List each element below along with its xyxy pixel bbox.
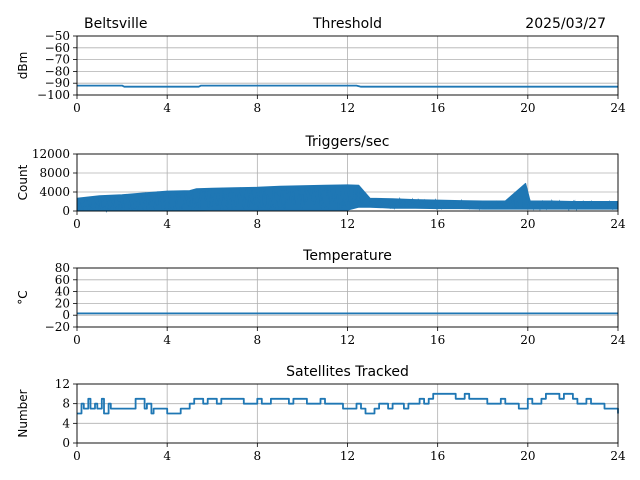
triggers-ytick-label: 12000 bbox=[32, 147, 70, 161]
satellites-xtick-label: 8 bbox=[254, 449, 262, 463]
triggers-ytick-label: 0 bbox=[62, 204, 70, 218]
temperature-xtick-label: 12 bbox=[340, 333, 355, 347]
temperature-xtick-label: 0 bbox=[73, 333, 81, 347]
satellites-xtick-label: 16 bbox=[430, 449, 445, 463]
threshold-xtick-label: 0 bbox=[73, 101, 81, 115]
temperature-ytick-label: −20 bbox=[45, 320, 70, 334]
threshold-ytick-label: −70 bbox=[45, 53, 70, 67]
triggers-xtick-label: 24 bbox=[610, 217, 626, 231]
temperature-ytick-label: 60 bbox=[55, 273, 70, 287]
threshold-xtick-label: 12 bbox=[340, 101, 355, 115]
triggers-xtick-label: 12 bbox=[340, 217, 355, 231]
threshold-xtick-label: 24 bbox=[610, 101, 626, 115]
temperature-xtick-label: 4 bbox=[163, 333, 171, 347]
triggers-xtick-label: 0 bbox=[73, 217, 81, 231]
temperature-ytick-label: 80 bbox=[55, 261, 70, 275]
temperature-title: Temperature bbox=[302, 248, 392, 264]
threshold-xtick-label: 20 bbox=[520, 101, 535, 115]
satellites-title: Satellites Tracked bbox=[286, 364, 409, 380]
threshold-ytick-label: −90 bbox=[45, 76, 70, 90]
threshold-title: Threshold bbox=[312, 16, 382, 32]
threshold-ytick-label: −80 bbox=[45, 64, 70, 78]
triggers-series-line bbox=[76, 185, 619, 214]
temperature-ylabel: °C bbox=[16, 290, 30, 304]
temperature-xtick-label: 20 bbox=[520, 333, 535, 347]
temperature-xtick-label: 16 bbox=[430, 333, 445, 347]
satellites-ytick-label: 0 bbox=[62, 436, 70, 450]
satellites-panel: 0 4 8 12 16 20 24 0 4 8 12 Satellites Tracked Number bbox=[16, 364, 626, 463]
triggers-xtick-label: 8 bbox=[254, 217, 262, 231]
temperature-xtick-label: 8 bbox=[254, 333, 262, 347]
threshold-panel: 0 4 8 12 16 20 24 −100−90−80−70−60−50 Threshold d… bbox=[16, 16, 626, 115]
satellites-series-line bbox=[77, 392, 619, 415]
threshold-xtick-label: 4 bbox=[163, 101, 171, 115]
satellites-xtick-label: 0 bbox=[73, 449, 81, 463]
satellites-ytick-label: 12 bbox=[55, 377, 70, 391]
temperature-xtick-label: 24 bbox=[610, 333, 626, 347]
triggers-ytick-label: 8000 bbox=[39, 166, 70, 180]
location-label: Beltsville bbox=[84, 16, 147, 32]
triggers-panel: 0 4 8 12 16 20 24 0 4000 8000 12000 Triggers/sec Cou… bbox=[16, 134, 626, 231]
triggers-xtick-label: 16 bbox=[430, 217, 445, 231]
triggers-title: Triggers/sec bbox=[305, 134, 390, 150]
satellites-xtick-label: 4 bbox=[163, 449, 171, 463]
threshold-series-line bbox=[77, 84, 618, 88]
threshold-ylabel: dBm bbox=[16, 52, 30, 80]
satellites-xtick-label: 20 bbox=[520, 449, 535, 463]
triggers-xtick-label: 20 bbox=[520, 217, 535, 231]
triggers-ytick-label: 4000 bbox=[39, 185, 70, 199]
threshold-xtick-label: 8 bbox=[254, 101, 262, 115]
satellites-ytick-label: 4 bbox=[62, 416, 70, 430]
threshold-ytick-label: −100 bbox=[37, 88, 70, 102]
threshold-xtick-label: 16 bbox=[430, 101, 445, 115]
temperature-ytick-label: 20 bbox=[55, 296, 70, 310]
satellites-ytick-label: 8 bbox=[62, 397, 70, 411]
threshold-ytick-label: −60 bbox=[45, 41, 70, 55]
charts-container: 0 4 8 12 16 20 24 −100−90−80−70−60−50 Threshold d… bbox=[16, 16, 626, 463]
triggers-ylabel: Count bbox=[16, 164, 30, 200]
temperature-ytick-label: 40 bbox=[55, 285, 70, 299]
satellites-ylabel: Number bbox=[16, 389, 30, 437]
satellites-xtick-label: 24 bbox=[610, 449, 626, 463]
date-label: 2025/03/27 bbox=[525, 16, 606, 32]
triggers-xtick-label: 4 bbox=[163, 217, 171, 231]
satellites-xtick-label: 12 bbox=[340, 449, 355, 463]
temperature-ytick-label: 0 bbox=[62, 308, 70, 322]
threshold-ytick-label: −50 bbox=[45, 29, 70, 43]
